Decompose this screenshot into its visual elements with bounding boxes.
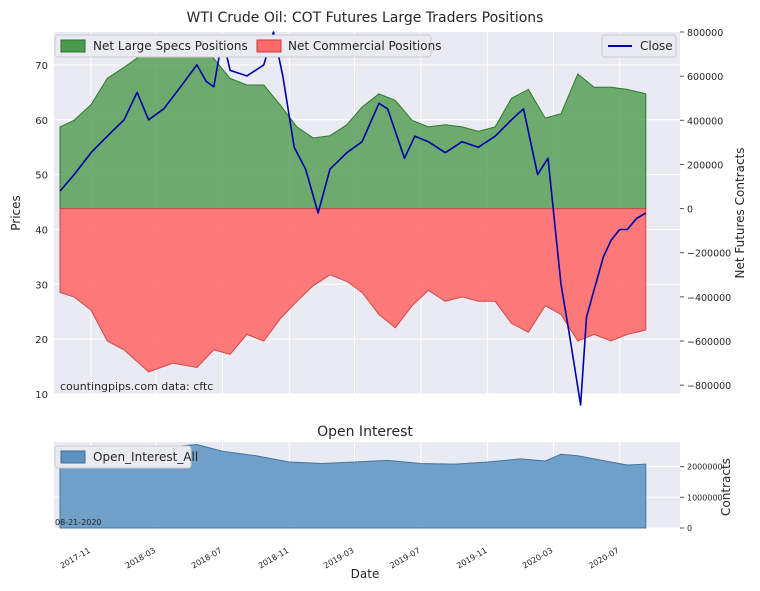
left-tick-label: 30 — [35, 280, 48, 291]
date-axis-ticks: 2017-11 2018-03 2018-07 2018-11 2019-03 2019-… — [58, 546, 620, 571]
legend-bottom-box — [54, 445, 192, 469]
top-chart: WTI Crude Oil: COT Futures Large Traders… — [9, 10, 747, 406]
top-areas — [59, 42, 647, 373]
bottom-chart-title: Open Interest — [317, 424, 413, 440]
legend-left-box — [54, 34, 432, 58]
date-tick-label: 2020-03 — [521, 546, 554, 571]
left-tick-label: 70 — [35, 61, 48, 72]
left-tick-label: 50 — [35, 171, 48, 182]
right-tick-label: 600000 — [687, 72, 723, 83]
legend-label-commercial: Net Commercial Positions — [288, 39, 441, 53]
left-axis-ticks: 10 20 30 40 50 60 70 — [35, 61, 48, 401]
legend-label-specs: Net Large Specs Positions — [93, 39, 248, 53]
date-tick-label: 2018-11 — [257, 546, 290, 571]
top-chart-title: WTI Crude Oil: COT Futures Large Traders… — [187, 10, 544, 26]
left-tick-label: 60 — [35, 116, 48, 127]
right-axis-ticks: 800000 600000 400000 200000 0 −200000 −400000 −… — [680, 28, 731, 392]
date-tick-label: 2017-11 — [58, 546, 91, 571]
bottom-right-axis-ticks: 0 1000000 2000000 — [680, 463, 723, 533]
right-tick-label: 0 — [687, 205, 693, 216]
date-tick-label: 2018-07 — [190, 546, 223, 571]
legend-bottom: Open_Interest_All — [54, 445, 198, 469]
commercial-area — [59, 208, 647, 373]
left-tick-label: 40 — [35, 225, 48, 236]
left-tick-label: 10 — [35, 390, 48, 401]
legend-right-box — [601, 34, 677, 58]
left-axis-label: Prices — [9, 195, 23, 231]
date-tick-label: 2020-07 — [587, 546, 620, 571]
right-tick-label: 800000 — [687, 28, 723, 39]
bottom-right-tick-label: 1000000 — [687, 493, 723, 502]
right-tick-label: −800000 — [687, 381, 731, 392]
legend-swatch-open-interest — [60, 450, 86, 464]
bottom-right-tick-label: 2000000 — [687, 463, 723, 472]
legend-right: Close — [601, 34, 677, 58]
date-tick-label: 2019-11 — [455, 546, 488, 571]
legend-label-close: Close — [640, 39, 673, 53]
right-tick-label: −600000 — [687, 337, 731, 348]
right-tick-label: −400000 — [687, 293, 731, 304]
legend-swatch-commercial — [256, 39, 282, 53]
right-tick-label: 400000 — [687, 116, 723, 127]
right-axis-label: Net Futures Contracts — [733, 147, 747, 278]
date-tick-label: 2019-07 — [388, 546, 421, 571]
legend-label-open-interest: Open_Interest_All — [93, 450, 198, 464]
source-annotation: countingpips.com data: cftc — [60, 380, 213, 393]
bottom-axis-label: Contracts — [719, 458, 733, 516]
close-line — [59, 31, 647, 406]
date-tick-label: 2018-03 — [124, 546, 157, 571]
close-price-line — [59, 31, 647, 406]
left-tick-label: 20 — [35, 335, 48, 346]
right-tick-label: 200000 — [687, 160, 723, 171]
x-axis-label: Date — [351, 567, 380, 581]
legend-left: Net Large Specs Positions Net Commercial… — [54, 34, 441, 58]
legend-swatch-specs — [60, 39, 86, 53]
date-annotation: 08-21-2020 — [55, 518, 102, 527]
bottom-chart: Open Interest 0 1000000 2000000 2017-11 201… — [54, 424, 733, 581]
bottom-right-tick-label: 0 — [687, 524, 692, 533]
right-tick-label: −200000 — [687, 249, 731, 260]
